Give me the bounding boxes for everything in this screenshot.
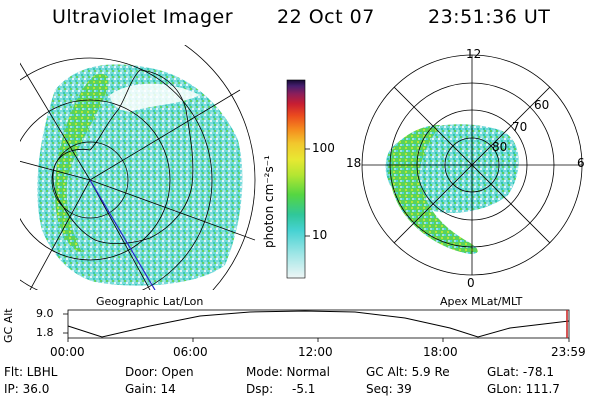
timeline-ytick-1-8: 1.8 — [36, 326, 54, 339]
geographic-map — [20, 45, 256, 290]
info-ip: IP: 36.0 — [4, 382, 50, 396]
mlt-label-18: 18 — [346, 156, 362, 170]
date-label: 22 Oct 07 — [277, 6, 375, 28]
mlat-label-60: 60 — [534, 98, 550, 112]
colorbar-tick-100: 100 — [312, 141, 335, 155]
timeline-xtick-1200: 12:00 — [298, 345, 333, 359]
left-panel-caption: Geographic Lat/Lon — [96, 295, 204, 308]
instrument-title: Ultraviolet Imager — [52, 6, 234, 28]
mlt-label-12: 12 — [466, 47, 482, 61]
info-door: Door: Open — [125, 365, 194, 379]
colorbar-unit-label: photon cm⁻²s⁻¹ — [262, 155, 276, 248]
right-panel-caption: Apex MLat/MLT — [440, 295, 523, 308]
mlt-label-6: 6 — [577, 156, 585, 170]
info-filter: Flt: LBHL — [4, 365, 58, 379]
altitude-timeline — [63, 309, 570, 342]
mlat-label-70: 70 — [512, 120, 528, 134]
timeline-xtick-2359: 23:59 — [551, 345, 586, 359]
aurora-oval-band-right — [389, 125, 478, 254]
time-label: 23:51:36 UT — [428, 6, 551, 28]
timeline-ytick-9: 9.0 — [36, 307, 54, 320]
timeline-xtick-0000: 00:00 — [50, 345, 85, 359]
info-sequence: Seq: 39 — [366, 382, 412, 396]
mlt-label-0: 0 — [467, 276, 475, 290]
aurora-oval-band-left — [54, 73, 109, 253]
colorbar — [286, 79, 310, 279]
continent-outline — [52, 69, 194, 244]
info-glat: GLat: -78.1 — [487, 365, 554, 379]
info-glon: GLon: 111.7 — [487, 382, 560, 396]
timeline-xtick-1800: 18:00 — [423, 345, 458, 359]
info-dsp-label: Dsp: — [246, 382, 274, 396]
altitude-curve — [67, 310, 570, 338]
info-mode: Mode: Normal — [246, 365, 330, 379]
info-gain: Gain: 14 — [125, 382, 176, 396]
colorbar-tick-10: 10 — [312, 228, 328, 242]
timeline-axis-title: GC Alt — [2, 308, 15, 343]
info-dsp-value: -5.1 — [292, 382, 316, 396]
info-gc-altitude: GC Alt: 5.9 Re — [366, 365, 450, 379]
mlat-label-80: 80 — [492, 140, 508, 154]
magnetic-polar-plot — [361, 54, 583, 276]
timeline-xtick-0600: 06:00 — [173, 345, 208, 359]
